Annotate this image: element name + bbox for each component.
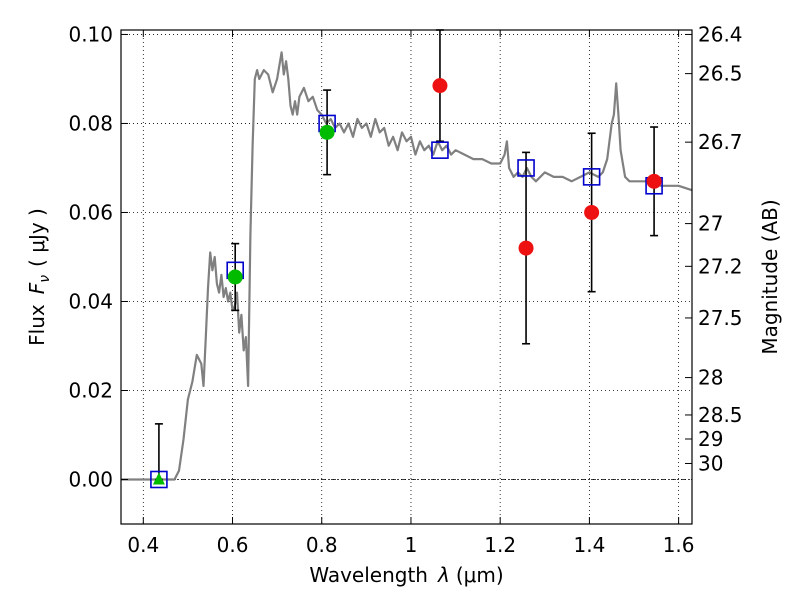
red-measurement-point: [518, 240, 534, 256]
template-flux-square: [582, 168, 601, 186]
right-tick-label: 30: [698, 451, 723, 475]
x-tick-label: 0.6: [217, 533, 249, 557]
right-tick-label: 26.4: [698, 22, 743, 46]
x-tick-label: 1.4: [573, 533, 605, 557]
right-tick-label: 27.2: [698, 254, 743, 278]
model-spectrum-line: [121, 51, 693, 481]
right-tick-label: 28.5: [698, 403, 743, 427]
x-axis-label-word: Wavelength: [309, 563, 428, 587]
x-tick-label: 0.8: [306, 533, 338, 557]
y-axis-label-unit: ( μJy ): [25, 208, 49, 267]
y-tick-label: 0.04: [68, 289, 113, 313]
right-tick-label: 28: [698, 366, 723, 390]
green-triangle-point: [152, 472, 165, 485]
tick-layer: 0.4 0.6 0.8 1 1.2 1.4 1.6 0.00 0.02 0.04 0.06 0.08 0…: [68, 22, 742, 557]
template-flux-square: [517, 159, 535, 177]
y-tick-label: 0.06: [68, 200, 113, 224]
y-axis-label: Flux Fν ( μJy ): [25, 208, 53, 346]
red-measurement-point: [646, 173, 662, 189]
y-tick-label: 0.00: [68, 467, 113, 491]
x-axis-label: Wavelength λ (μm): [309, 563, 503, 587]
y-tick-label: 0.10: [68, 22, 113, 46]
right-tick-label: 26.7: [698, 130, 743, 154]
right-axis-label: Magnitude (AB): [758, 199, 782, 354]
right-tick-label: 29: [698, 427, 723, 451]
right-tick-label: 26.5: [698, 62, 743, 86]
green-detection-point: [319, 124, 335, 140]
y-tick-label: 0.08: [68, 111, 113, 135]
template-flux-square: [150, 470, 168, 489]
x-axis-label-symbol: λ: [437, 563, 450, 587]
x-tick-label: 1.6: [663, 533, 695, 557]
x-tick-label: 1.2: [484, 533, 516, 557]
x-axis-label-unit: (μm): [456, 563, 504, 587]
y-tick-label: 0.02: [68, 378, 113, 402]
right-tick-label: 27: [698, 212, 723, 236]
y-axis-label-symbol: F: [25, 282, 49, 294]
marker-layer: [150, 78, 663, 489]
x-tick-label: 1: [405, 533, 418, 557]
plot-frame: [120, 29, 693, 525]
x-tick-label: 0.4: [127, 533, 159, 557]
template-flux-square: [431, 141, 449, 159]
right-tick-label: 27.5: [698, 306, 743, 330]
y-axis-label-word: Flux: [25, 304, 49, 346]
y-axis-label-subscript: ν: [37, 275, 53, 283]
green-detection-point: [227, 269, 243, 285]
red-measurement-point: [584, 204, 600, 220]
red-measurement-point: [432, 78, 448, 94]
